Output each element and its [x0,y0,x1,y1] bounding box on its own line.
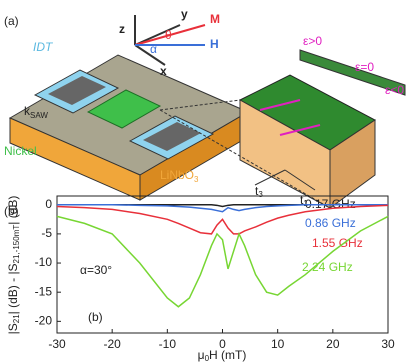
xlabel-sub: 0 [205,354,210,363]
axis-z: z [119,22,125,36]
zoom-line [159,109,331,209]
k-label: kSAW [24,104,48,120]
theta-label: θ [165,28,172,42]
m-label: M [210,12,220,26]
ylabel-part: | (dB) - |S [6,263,20,314]
y-tick-label: -10 [35,255,53,269]
idt-comb [48,76,106,105]
eps-neg: ε<0 [385,83,404,97]
nickel-film [86,89,162,129]
k-sub: SAW [30,111,48,120]
annotation: α=30° [80,263,112,277]
series-line [56,215,389,308]
t3-sub: 3 [258,190,263,199]
inner-label: (b) [88,310,103,324]
ylabel-sub: 21 [12,314,21,323]
x-tick-label: -10 [159,337,177,351]
ylabel-part: | (dB) [6,196,20,225]
idt-label: IDT [33,40,54,54]
magnified-side [329,119,376,209]
y-tick-label: -20 [35,314,53,328]
ylabel-part: |S [6,323,20,334]
y-tick-label: -15 [35,284,53,298]
axis-x: x [160,64,167,78]
nickel-label: Nickel [4,144,37,158]
linbo-text: LiNbO [160,168,194,182]
x-tick-label: 0 [219,337,226,351]
schematic [8,15,406,209]
t1-label: t1 [300,193,308,208]
linbo-label: LiNbO3 [160,168,199,184]
y-axis [134,24,181,46]
idt-comb [143,122,201,151]
panel-label: (b) [4,204,19,218]
ylabel-sub: 21,-150mT [12,225,21,264]
xlabel-part: μ [198,348,205,362]
m-arrow [134,24,206,46]
t3-axis [254,169,286,186]
series-label: 0.86 GHz [305,216,356,230]
t1-axis [284,169,316,191]
linbo-sub: 3 [194,175,199,184]
strain-arrow [259,99,301,111]
series-label: 1.55 GHz [312,236,363,250]
t1-sub: 1 [303,199,308,208]
axis-y: y [181,7,188,21]
series-label: 2.24 GHz [302,260,353,274]
xlabel-part: H (mT) [209,348,246,362]
x-axis [134,44,166,66]
alpha-label: α [150,42,157,56]
y-axis-label: |S21| (dB) - |S21,-150mT| (dB) [6,196,21,335]
panel-label: (a) [4,14,19,28]
x-tick-label: 20 [326,337,340,351]
eps-zero: ε=0 [355,60,374,74]
y-tick-label: -5 [41,226,52,240]
y-tick-label: 0 [45,197,52,211]
k-text: k [24,104,31,118]
x-tick-label: 10 [271,337,285,351]
x-tick-label: -30 [48,337,66,351]
eps-pos: ε>0 [303,34,322,48]
h-label: H [210,37,219,51]
strain-strip [299,49,406,96]
strain-arrow [279,124,321,136]
series-line [57,203,388,213]
t1-text: t [300,193,304,207]
series-line [56,204,389,235]
zoom-line [159,99,241,111]
x-tick-label: 30 [381,337,395,351]
t3-label: t3 [255,184,263,199]
t3-text: t [255,184,259,198]
x-tick-label: -20 [103,337,121,351]
x-axis-label: μ0H (mT) [198,348,247,363]
